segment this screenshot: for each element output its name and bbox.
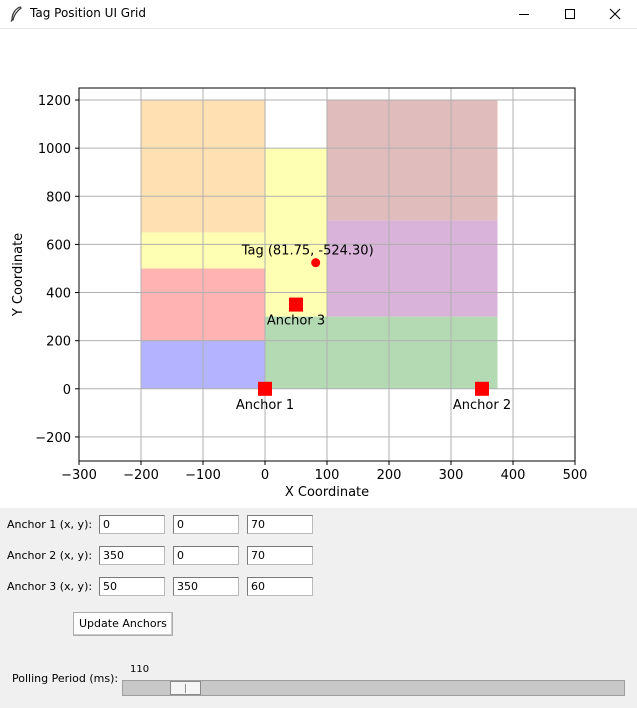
anchor2-y-input[interactable]: 0	[173, 546, 239, 565]
anchor2-z-input[interactable]: 70	[247, 546, 313, 565]
plot-canvas: −300 −200 −100 0 100 200 300 400 500 −200 0 200 400 6…	[0, 29, 637, 508]
zone-region-5	[265, 148, 327, 317]
anchor1-y-input[interactable]: 0	[173, 515, 239, 534]
close-button[interactable]	[592, 0, 637, 28]
anchor1-label: Anchor 1 (x, y):	[7, 518, 93, 531]
y-tick-label: 0	[63, 383, 71, 398]
x-tick-label: 300	[439, 468, 464, 483]
polling-period-slider[interactable]	[122, 680, 625, 696]
anchor-label-2: Anchor 2	[453, 398, 511, 413]
anchor2-label: Anchor 2 (x, y):	[7, 549, 93, 562]
close-icon	[609, 8, 621, 20]
maximize-button[interactable]	[547, 0, 593, 28]
maximize-icon	[565, 9, 575, 19]
x-tick-label: −200	[123, 468, 159, 483]
anchor3-label: Anchor 3 (x, y):	[7, 580, 93, 593]
y-tick-label: 600	[46, 238, 71, 253]
slider-handle[interactable]	[170, 681, 202, 695]
polling-period-value: 110	[130, 664, 150, 675]
tag-marker	[311, 258, 321, 268]
tag-label: Tag (81.75, -524.30)	[241, 244, 374, 259]
anchor1-x-input[interactable]: 0	[99, 515, 165, 534]
anchor1-z-input[interactable]: 70	[247, 515, 313, 534]
slider-grip	[185, 684, 187, 693]
x-tick-label: 200	[377, 468, 402, 483]
x-tick-label: −100	[185, 468, 221, 483]
anchor-label-3: Anchor 3	[267, 314, 325, 329]
y-tick-label: 1000	[38, 142, 71, 157]
anchor3-z-input[interactable]: 60	[247, 577, 313, 596]
anchor-marker-1	[258, 381, 272, 396]
feather-icon	[10, 6, 22, 22]
minimize-button[interactable]	[501, 0, 547, 28]
window-title: Tag Position UI Grid	[30, 6, 146, 20]
y-tick-label: 800	[46, 190, 71, 205]
x-tick-label: 500	[563, 468, 588, 483]
anchor3-x-input[interactable]: 50	[99, 577, 165, 596]
y-tick-label: 200	[46, 335, 71, 350]
y-axis-label: Y Coordinate	[11, 233, 26, 317]
anchor-label-1: Anchor 1	[236, 398, 294, 413]
minimize-icon	[519, 14, 529, 15]
polling-period-label: Polling Period (ms):	[12, 672, 119, 685]
x-tick-label: 0	[261, 468, 269, 483]
x-tick-label: −300	[61, 468, 97, 483]
x-tick-label: 400	[501, 468, 526, 483]
update-anchors-button[interactable]: Update Anchors	[73, 612, 173, 636]
y-tick-label: 400	[46, 287, 71, 302]
zone-region-7	[327, 220, 498, 317]
anchor3-y-input[interactable]: 350	[173, 577, 239, 596]
anchor2-x-input[interactable]: 350	[99, 546, 165, 565]
title-bar: Tag Position UI Grid	[0, 0, 637, 29]
y-tick-label: 1200	[38, 94, 71, 109]
anchor-marker-2	[475, 381, 489, 396]
zone-region-6	[265, 316, 498, 389]
y-tick-label: −200	[35, 431, 71, 446]
controls-panel: Anchor 1 (x, y): 0 0 70 Anchor 2 (x, y):…	[0, 508, 637, 708]
anchor-marker-3	[289, 297, 303, 312]
zone-region-8	[327, 100, 498, 221]
x-axis-label: X Coordinate	[285, 485, 369, 500]
position-chart: −300 −200 −100 0 100 200 300 400 500 −200 0 200 400 6…	[11, 87, 588, 500]
x-tick-label: 100	[315, 468, 340, 483]
